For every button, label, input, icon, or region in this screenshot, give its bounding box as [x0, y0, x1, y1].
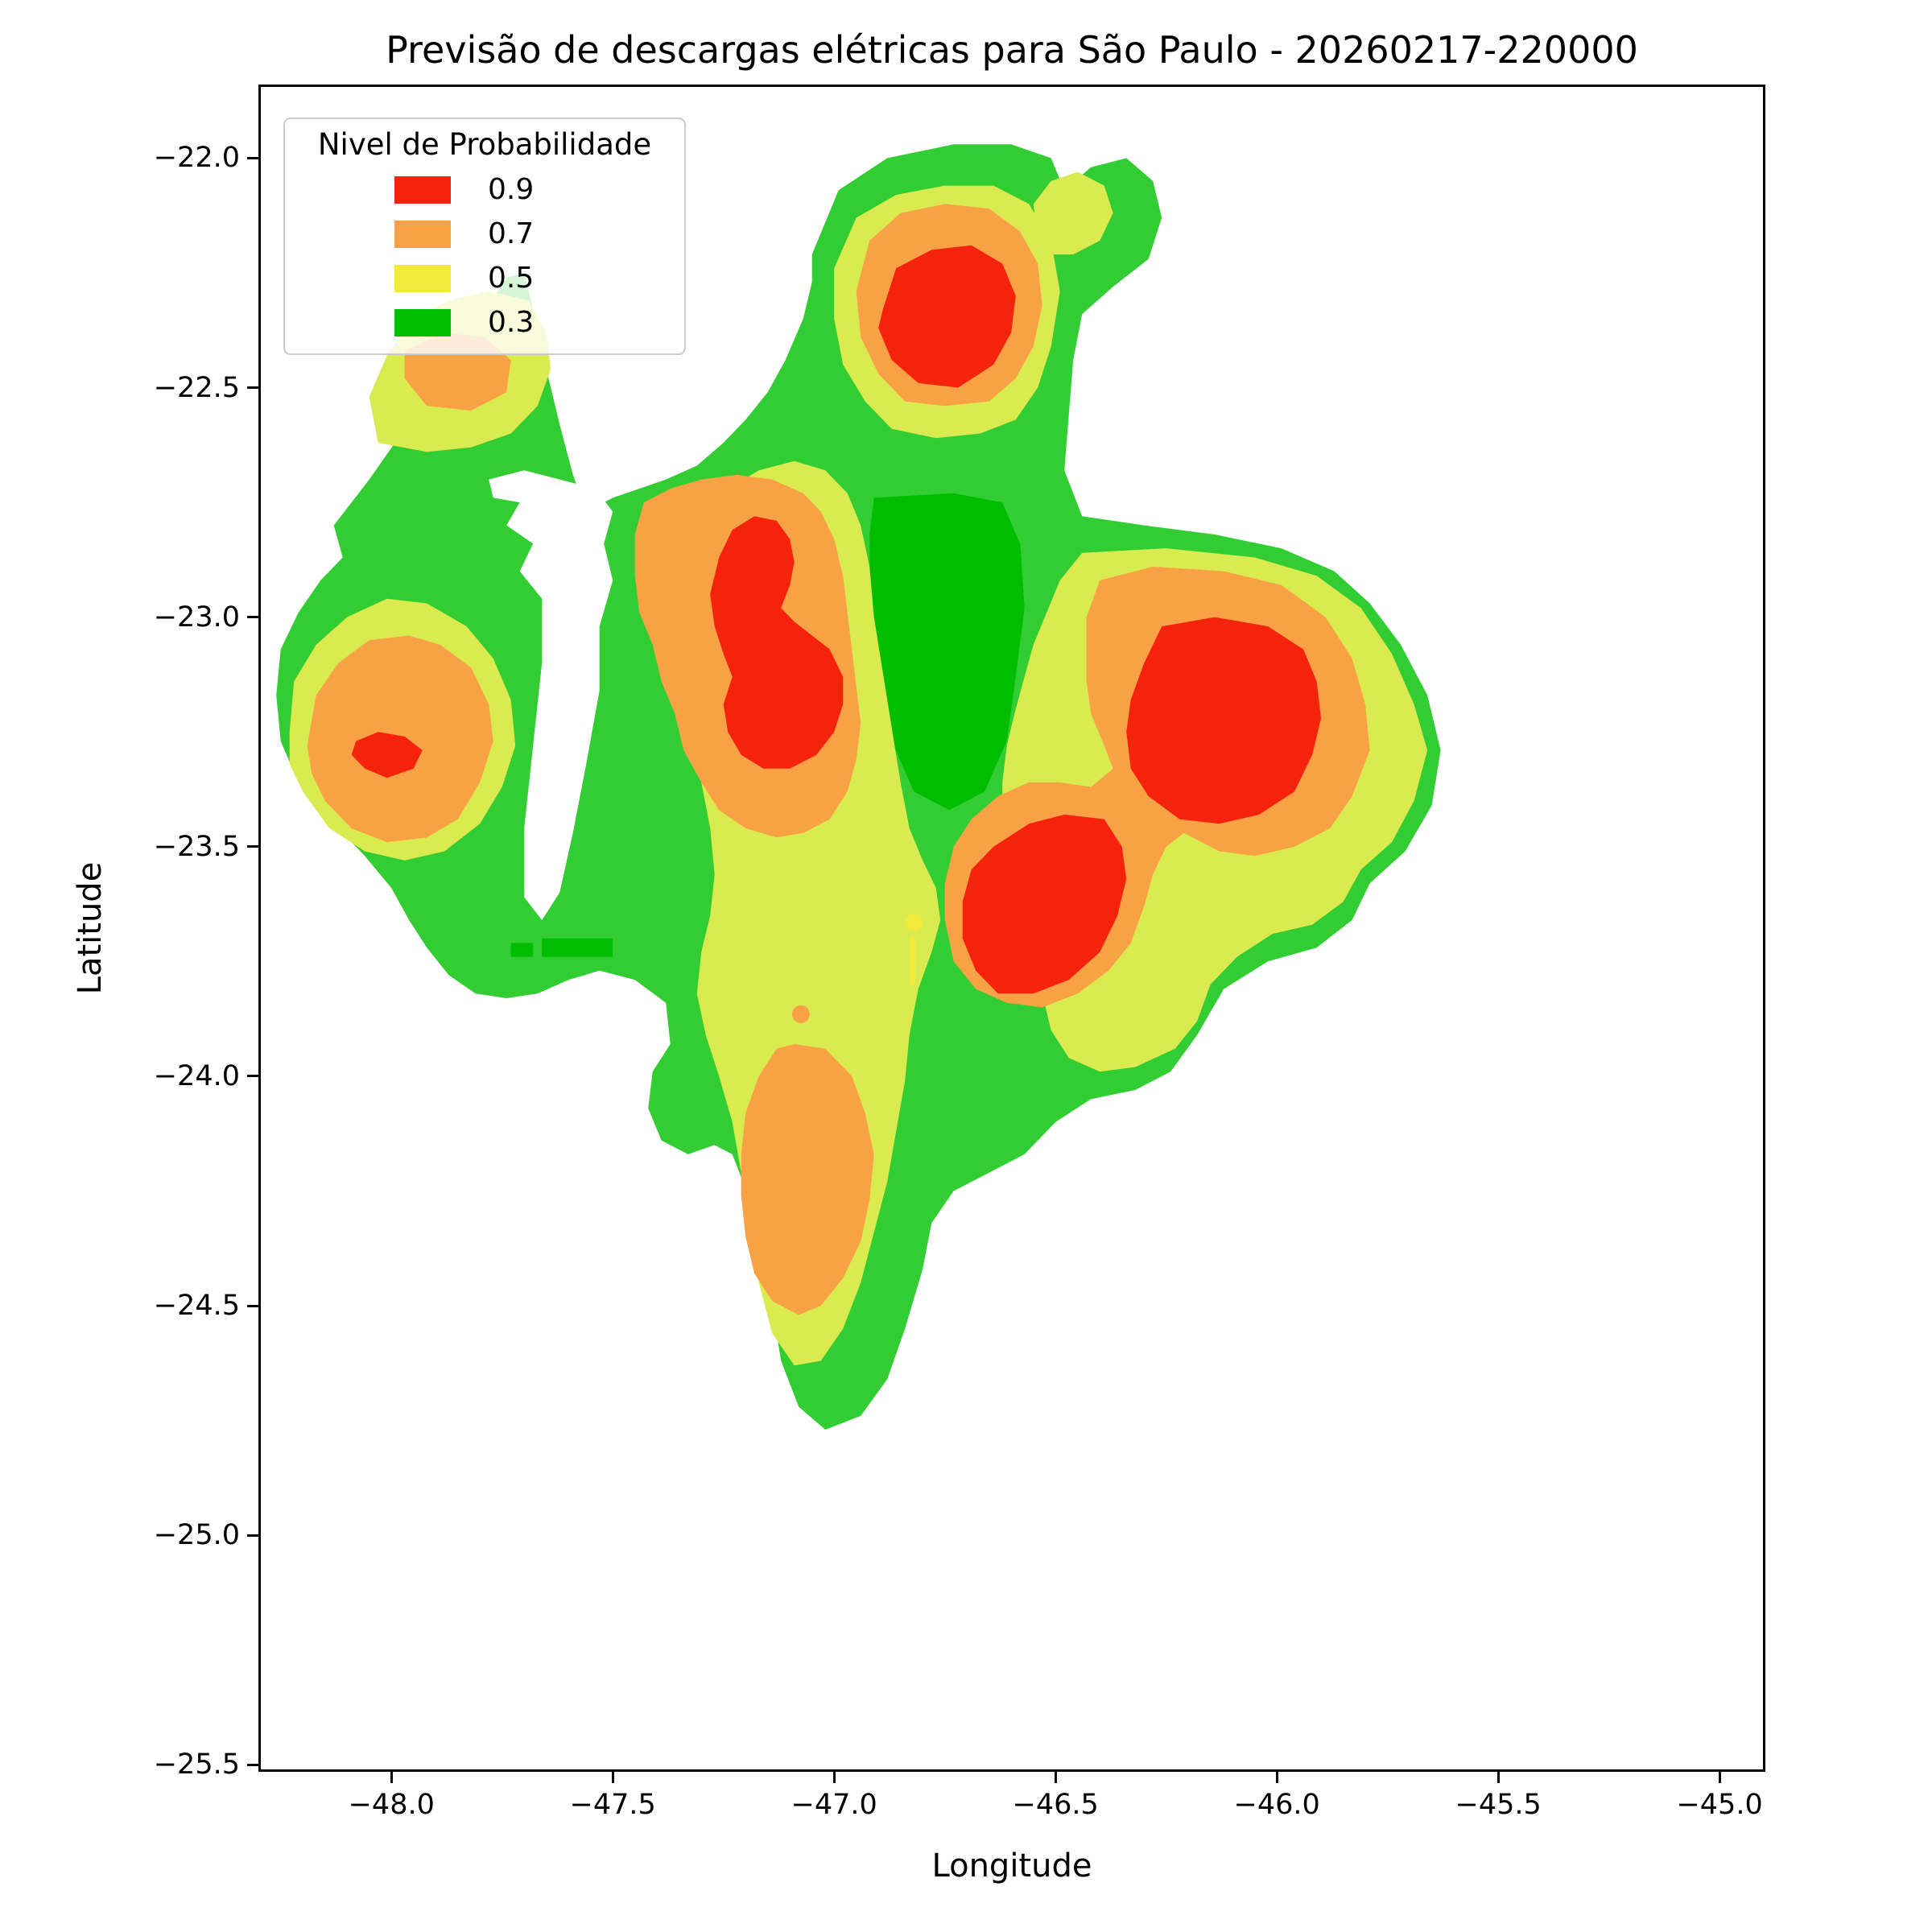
- x-tick-mark: [1275, 1772, 1278, 1783]
- legend: Nivel de Probabilidade 0.9 0.7 0.5 0.3: [283, 118, 686, 355]
- x-tick-label: −45.5: [1455, 1789, 1542, 1821]
- legend-title: Nivel de Probabilidade: [317, 127, 652, 162]
- contour-region-red-southeast: [962, 814, 1127, 994]
- contour-region-yellow-tick-mark: [910, 936, 915, 985]
- plot-area: Nivel de Probabilidade 0.9 0.7 0.5 0.3: [258, 85, 1765, 1772]
- y-tick-mark: [247, 616, 258, 619]
- legend-item: 0.3: [295, 306, 675, 339]
- x-axis-label: Longitude: [931, 1847, 1092, 1885]
- legend-swatch-green: [394, 308, 451, 336]
- legend-item: 0.5: [295, 262, 675, 295]
- x-tick-mark: [1054, 1772, 1057, 1783]
- map-svg: [276, 144, 1441, 1430]
- y-axis-label: Latitude: [72, 861, 109, 995]
- legend-swatch-yellow: [394, 264, 451, 292]
- x-tick-mark: [611, 1772, 614, 1783]
- legend-item: 0.9: [295, 173, 675, 206]
- marker-yellow-point: [905, 913, 923, 931]
- contour-region-red-central: [710, 516, 844, 769]
- legend-label: 0.9: [488, 173, 535, 206]
- x-tick-label: −47.5: [569, 1789, 656, 1821]
- y-tick-label: −23.5: [153, 830, 240, 863]
- y-tick-mark: [247, 1304, 258, 1307]
- x-tick-mark: [1718, 1772, 1721, 1783]
- contour-region-red-west: [351, 732, 423, 778]
- x-tick-label: −47.0: [791, 1789, 877, 1821]
- x-tick-label: −46.0: [1233, 1789, 1320, 1821]
- legend-label: 0.5: [488, 262, 535, 295]
- y-tick-label: −22.0: [153, 142, 240, 175]
- chart-title: Previsão de descargas elétricas para São…: [386, 28, 1638, 72]
- y-tick-label: −25.0: [153, 1519, 240, 1552]
- x-tick-label: −45.0: [1676, 1789, 1763, 1821]
- legend-item: 0.7: [295, 217, 675, 250]
- y-tick-mark: [247, 845, 258, 848]
- x-tick-label: −48.0: [348, 1789, 435, 1821]
- marker-orange-point: [791, 1005, 810, 1023]
- y-tick-label: −24.0: [153, 1059, 240, 1092]
- contour-region-red-north: [878, 245, 1016, 388]
- contour-region-orange-south-tongue: [741, 1044, 874, 1315]
- x-tick-mark: [1496, 1772, 1500, 1783]
- y-tick-label: −25.5: [153, 1748, 240, 1781]
- x-tick-mark: [832, 1772, 836, 1783]
- y-tick-mark: [247, 156, 258, 159]
- y-tick-mark: [247, 1075, 258, 1078]
- contour-region-red-east: [1126, 617, 1322, 824]
- y-tick-label: −23.0: [153, 601, 240, 634]
- legend-swatch-red: [394, 175, 451, 204]
- y-tick-mark: [247, 386, 258, 390]
- contour-region-green-dash-1: [542, 938, 613, 957]
- y-tick-mark: [247, 1534, 258, 1537]
- y-tick-mark: [247, 1763, 258, 1766]
- legend-label: 0.3: [488, 306, 535, 339]
- legend-swatch-orange: [394, 220, 451, 248]
- x-tick-mark: [390, 1772, 393, 1783]
- y-tick-label: −24.5: [153, 1290, 240, 1323]
- contour-region-green-dash-2: [510, 943, 534, 957]
- contour-region-yellow-northeast-patch: [1033, 171, 1113, 255]
- y-tick-label: −22.5: [153, 371, 240, 404]
- legend-label: 0.7: [488, 217, 535, 250]
- x-tick-label: −46.5: [1012, 1789, 1099, 1821]
- contour-region-green-core-center: [869, 493, 1025, 811]
- contour-region-white-gap: [489, 470, 613, 920]
